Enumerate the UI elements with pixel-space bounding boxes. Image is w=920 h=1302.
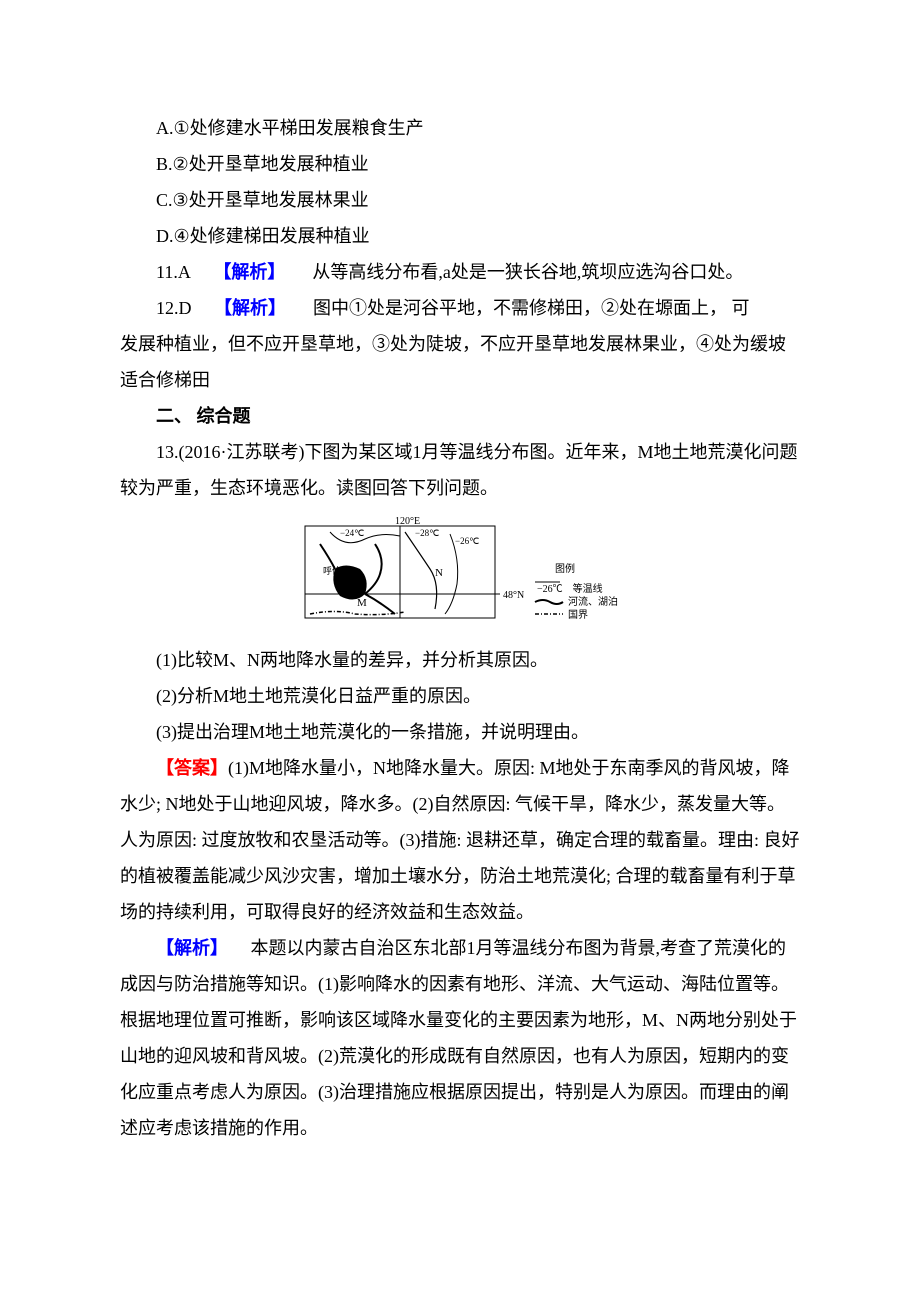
answer-label: 【答案】	[156, 758, 228, 778]
iso-26-label: −26℃	[455, 536, 479, 546]
option-b: B.②处开垦草地发展种植业	[120, 146, 800, 182]
analysis-label-13: 【解析】	[156, 938, 228, 958]
option-c: C.③处开垦草地发展林果业	[120, 182, 800, 218]
q13-answer: 【答案】(1)M地降水量小，N地降水量大。原因: M地处于东南季风的背风坡，降水…	[120, 750, 800, 930]
answer-11-line: 11.A 【解析】 从等高线分布看,a处是一狭长谷地,筑坝应选沟谷口处。	[120, 254, 800, 290]
analysis-12-text-a: 图中①处是河谷平地，不需修梯田，②处在塬面上， 可	[291, 298, 750, 318]
legend-title: 图例	[555, 562, 575, 575]
border-line	[310, 612, 405, 615]
river-2	[365, 594, 395, 614]
analysis-label-11: 【解析】	[213, 262, 285, 282]
analysis-label-12: 【解析】	[214, 298, 286, 318]
legend-border-text: 国界	[568, 609, 588, 621]
m-label: M	[357, 597, 367, 609]
q13-intro: 13.(2016·江苏联考)下图为某区域1月等温线分布图。近年来，M地土地荒漠化…	[120, 434, 800, 506]
q13-explanation: 【解析】 本题以内蒙古自治区东北部1月等温线分布图为背景,考查了荒漠化的成因与防…	[120, 930, 800, 1146]
legend-iso-text: −26℃ 等温线	[537, 582, 603, 595]
lat-label: 48°N	[503, 590, 524, 601]
iso-28	[405, 532, 437, 609]
answer-11-key: 11.A	[156, 262, 209, 282]
map-svg: 120°E 48°N −24℃ −28℃ −26℃ 呼伦湖 M N 图例 −26…	[285, 514, 635, 634]
n-label: N	[435, 567, 443, 579]
option-d: D.④处修建梯田发展种植业	[120, 218, 800, 254]
analysis-11-text: 从等高线分布看,a处是一狭长谷地,筑坝应选沟谷口处。	[290, 262, 744, 282]
lon-label: 120°E	[395, 516, 420, 527]
iso-26	[445, 534, 458, 614]
legend-river-line	[535, 600, 563, 604]
iso-24-label: −24℃	[340, 528, 364, 538]
analysis-13-text: 本题以内蒙古自治区东北部1月等温线分布图为背景,考查了荒漠化的成因与防治措施等知…	[120, 938, 797, 1138]
river-3	[365, 544, 382, 594]
legend-river-text: 河流、湖泊	[568, 595, 618, 608]
q13-sub2: (2)分析M地土地荒漠化日益严重的原因。	[120, 678, 800, 714]
answer-12-line: 12.D 【解析】 图中①处是河谷平地，不需修梯田，②处在塬面上， 可	[120, 290, 800, 326]
answer-12-key: 12.D	[156, 298, 210, 318]
option-a: A.①处修建水平梯田发展粮食生产	[120, 110, 800, 146]
point-m	[357, 586, 363, 592]
q13-sub3: (3)提出治理M地土地荒漠化的一条措施，并说明理由。	[120, 714, 800, 750]
answer-text: (1)M地降水量小，N地降水量大。原因: M地处于东南季风的背风坡，降水少; N…	[120, 758, 800, 922]
iso-28-label: −28℃	[415, 528, 439, 538]
section-2-heading: 二、 综合题	[120, 398, 800, 434]
map-figure: 120°E 48°N −24℃ −28℃ −26℃ 呼伦湖 M N 图例 −26…	[120, 514, 800, 634]
analysis-12-text-b: 发展种植业，但不应开垦草地，③处为陡坡，不应开垦草地发展林果业，④处为缓坡适合修…	[120, 326, 800, 398]
q13-sub1: (1)比较M、N两地降水量的差异，并分析其原因。	[120, 642, 800, 678]
lake-label: 呼伦湖	[323, 565, 350, 576]
